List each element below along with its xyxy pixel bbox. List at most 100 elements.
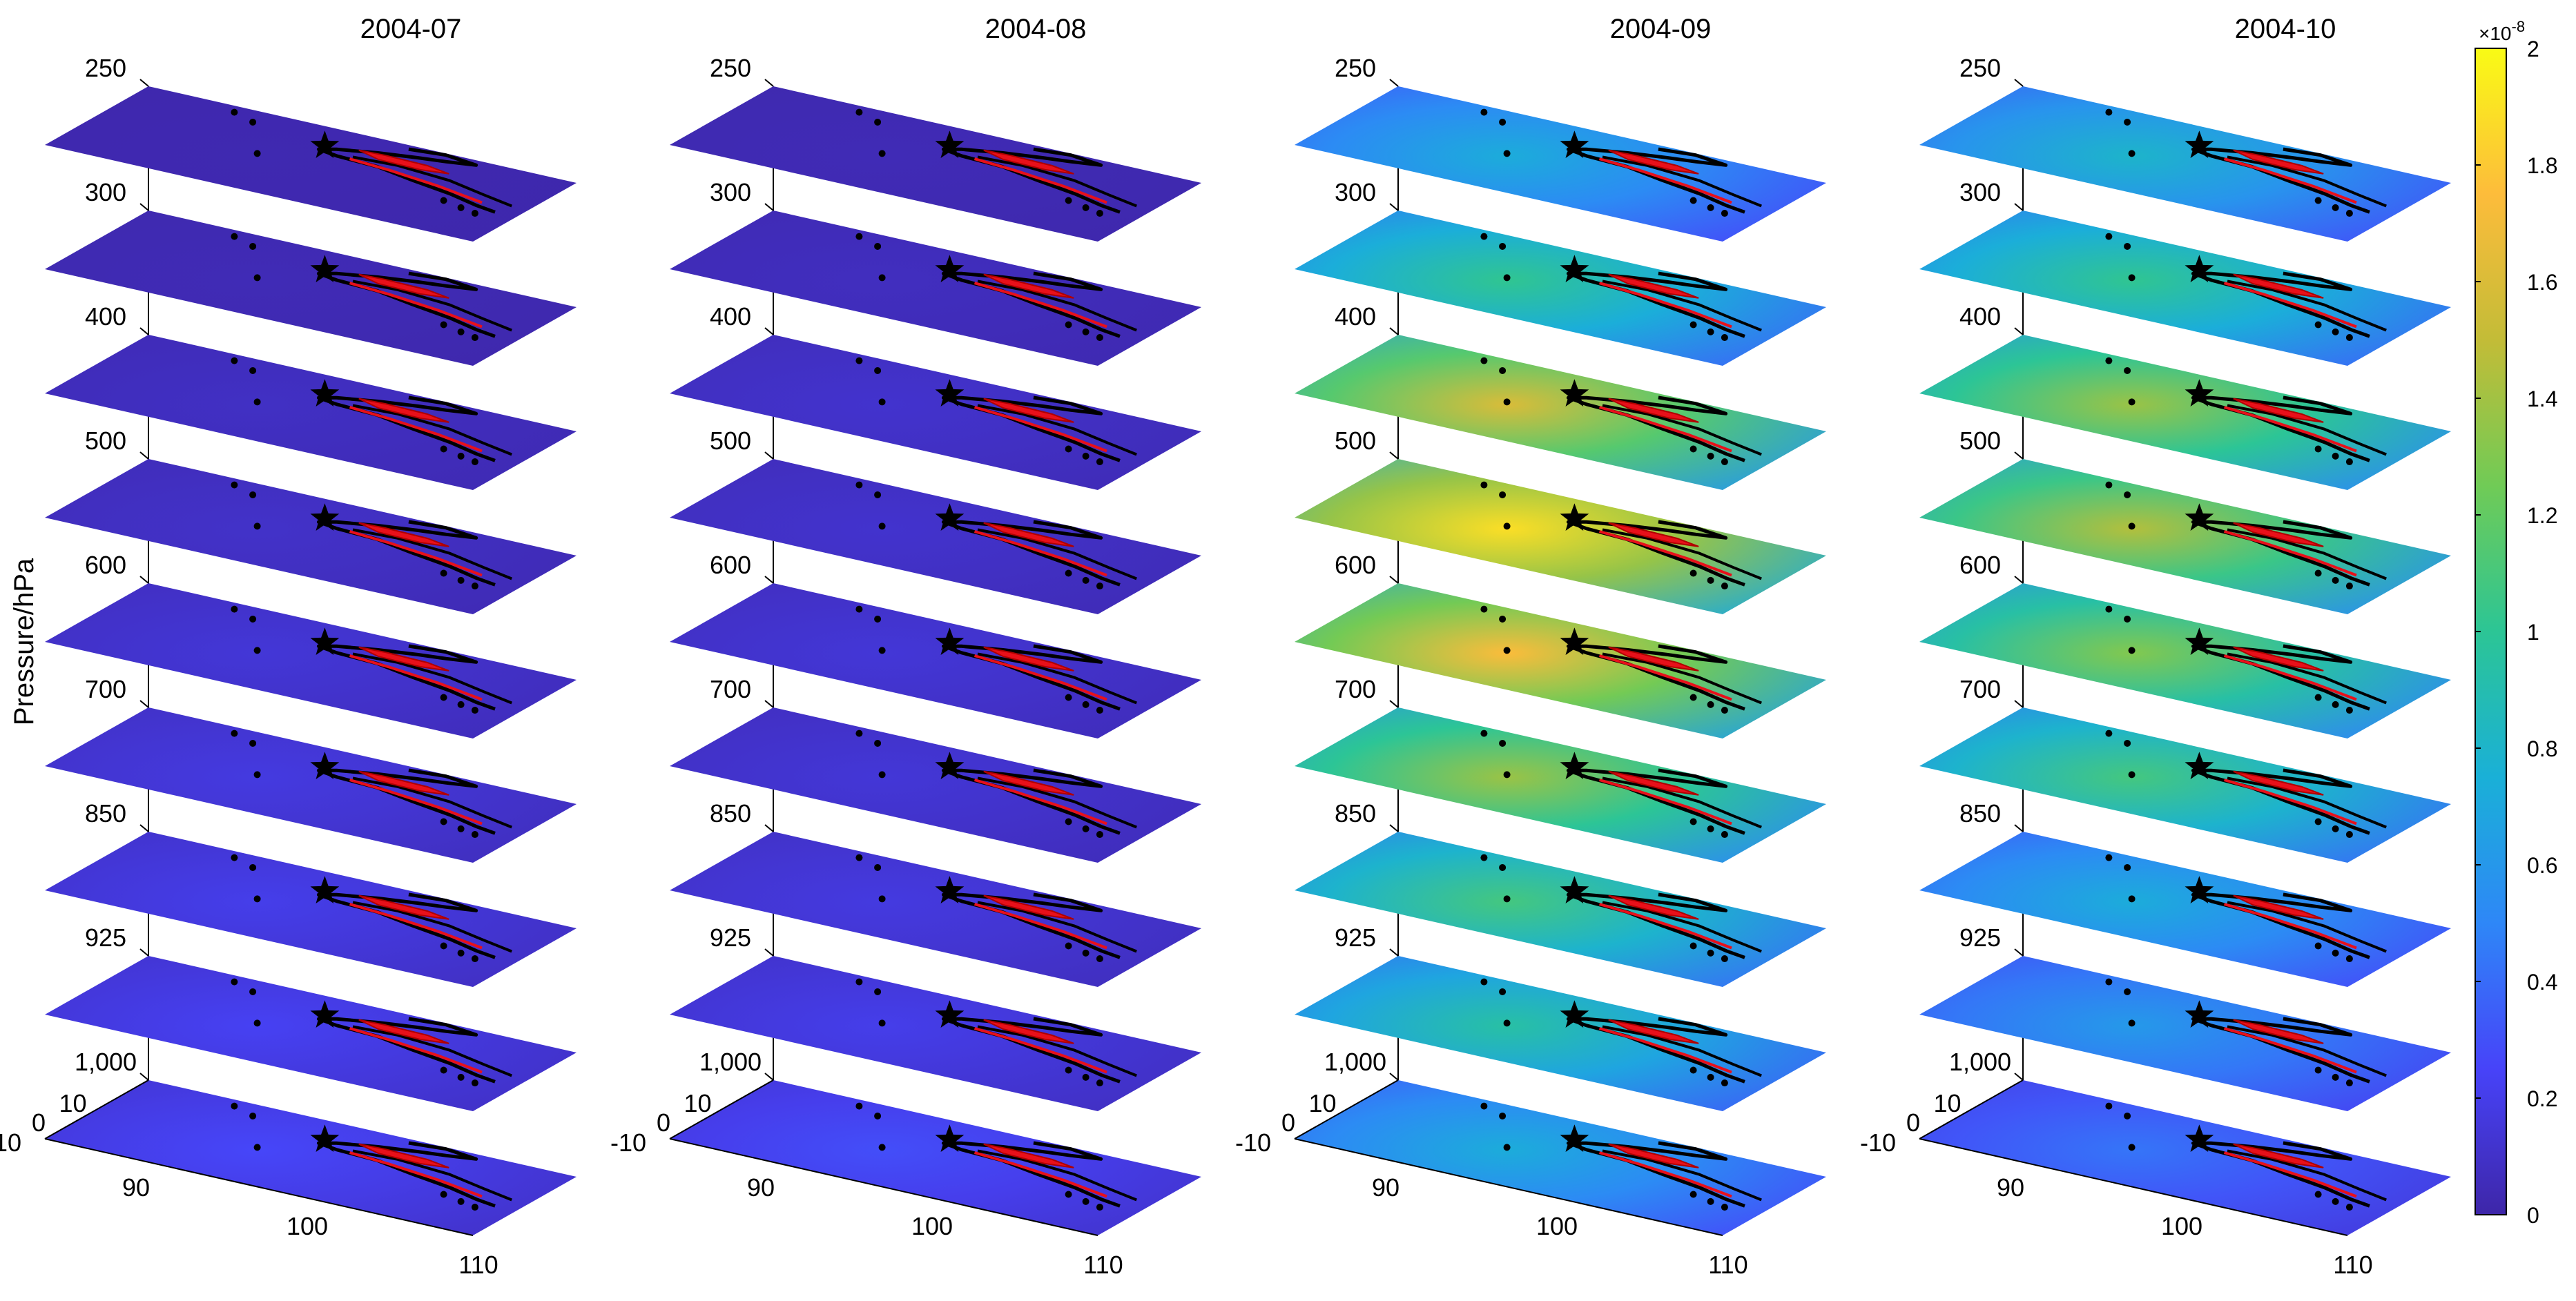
island-marker: [253, 647, 261, 654]
island-marker: [1499, 491, 1507, 498]
fault-line: [974, 1151, 1107, 1198]
pressure-layer: [1919, 211, 2451, 366]
island-marker: [1707, 701, 1714, 708]
island-marker: [874, 1112, 882, 1119]
island-marker: [253, 1144, 261, 1151]
fault-zone: [1608, 398, 1699, 423]
fault-zone: [2233, 273, 2324, 299]
pressure-tick: [2014, 451, 2024, 460]
island-marker: [440, 942, 447, 950]
island-marker: [1065, 197, 1072, 204]
fault-zone: [2233, 398, 2324, 423]
pressure-tick-label: 600: [85, 551, 126, 579]
colorbar-tick-label: 1: [2527, 620, 2539, 645]
lat-axis-line: [44, 1079, 149, 1139]
island-marker: [1721, 1079, 1728, 1087]
fault-line: [2223, 779, 2357, 825]
pressure-tick: [139, 948, 149, 957]
coastline: [977, 280, 1137, 332]
island-marker: [1065, 569, 1072, 577]
heatmap-layer: [670, 86, 1201, 242]
fault-line: [974, 1027, 1107, 1074]
island-marker: [231, 978, 238, 986]
coastline: [2227, 280, 2387, 332]
fault-zone: [983, 149, 1074, 175]
island-marker: [1499, 988, 1507, 995]
lon-tick-label: 90: [1372, 1173, 1400, 1202]
heatmap-layer: [670, 832, 1201, 987]
lon-axis-line: [44, 1138, 474, 1236]
island-marker: [1503, 771, 1511, 779]
pressure-layer: [45, 956, 577, 1111]
pressure-tick: [1389, 451, 1399, 460]
coastline: [2227, 155, 2387, 208]
island-marker: [2124, 615, 2131, 623]
island-marker: [2124, 863, 2131, 871]
island-marker: [440, 197, 447, 204]
island-marker: [1065, 321, 1072, 329]
colorbar-tick-label: 0.6: [2527, 853, 2557, 878]
island-marker: [1689, 321, 1697, 329]
island-marker: [471, 583, 478, 590]
star-marker: [935, 130, 965, 158]
island-marker: [2314, 694, 2322, 701]
pressure-tick-label: 600: [1335, 551, 1376, 579]
pressure-layer: [1295, 335, 1826, 490]
pressure-tick: [2014, 824, 2024, 832]
star-marker: [1560, 752, 1589, 779]
heatmap-layer: [45, 335, 577, 490]
island-marker: [878, 895, 886, 903]
lon-tick-label: 110: [1708, 1251, 1747, 1279]
island-marker: [1707, 1197, 1714, 1205]
pressure-tick: [2014, 948, 2024, 957]
coastline: [977, 1149, 1137, 1202]
island-marker: [2128, 1019, 2136, 1027]
island-marker: [2314, 569, 2322, 577]
island-marker: [231, 730, 238, 737]
fault-zone: [1608, 1143, 1699, 1168]
fault-line: [349, 654, 483, 701]
fault-zone: [358, 149, 449, 175]
coastline: [1602, 528, 1762, 580]
fault-zone: [358, 1019, 449, 1044]
star-marker: [310, 627, 340, 655]
coastline: [977, 404, 1137, 456]
lon-tick-label: 100: [911, 1212, 953, 1240]
panel-2004-07: 2004-072503004005006007008509251,000100-…: [0, 14, 577, 1279]
star-marker: [310, 876, 340, 903]
star-marker: [1560, 130, 1589, 158]
coastline: [1602, 652, 1762, 705]
island-marker: [2128, 398, 2136, 406]
pressure-layer: [1295, 211, 1826, 366]
island-marker: [2105, 108, 2113, 116]
pressure-layer: [45, 86, 577, 242]
fault-zone: [2233, 1143, 2324, 1168]
star-marker: [1560, 255, 1589, 282]
panel-title: 2004-08: [985, 14, 1087, 44]
fault-zone: [983, 522, 1074, 547]
pressure-layer: [1919, 583, 2451, 738]
coastline: [352, 280, 512, 332]
fault-line: [2223, 654, 2357, 701]
fault-line: [974, 406, 1107, 453]
island-marker: [1721, 707, 1728, 714]
coastline: [2227, 404, 2387, 456]
fault-line: [1598, 530, 1732, 577]
coastline: [352, 776, 512, 829]
pressure-layer: [670, 86, 1201, 242]
star-marker: [935, 255, 965, 282]
coastline: [1602, 901, 1762, 953]
coastline: [1602, 776, 1762, 829]
star-marker: [310, 255, 340, 282]
island-marker: [1480, 233, 1488, 240]
pressure-layer: [1295, 459, 1826, 614]
island-marker: [1065, 445, 1072, 453]
island-marker: [855, 1102, 863, 1110]
island-marker: [2128, 150, 2136, 157]
panel-title: 2004-07: [360, 14, 462, 44]
island-marker: [231, 1102, 238, 1110]
island-marker: [874, 988, 882, 995]
island-marker: [1721, 1204, 1728, 1211]
heatmap-layer: [45, 211, 577, 366]
fault-zone: [983, 894, 1074, 920]
